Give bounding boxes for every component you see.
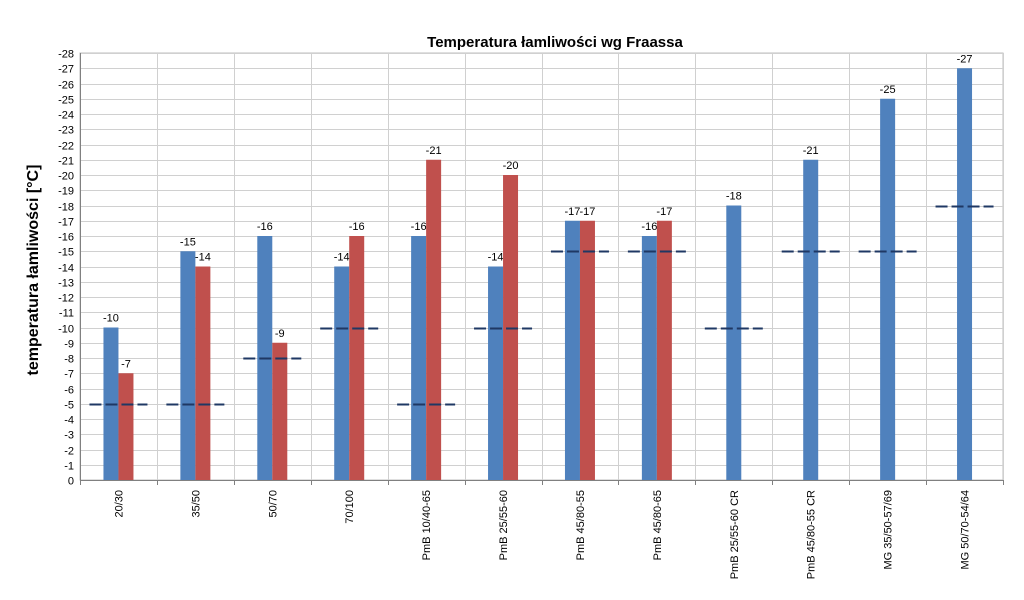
y-tick-label: -26 bbox=[58, 80, 74, 92]
bar-series-2 bbox=[656, 220, 672, 480]
data-label: -27 bbox=[957, 53, 973, 65]
bar-series-1 bbox=[334, 266, 350, 480]
x-category-label: 35/50 bbox=[190, 490, 202, 518]
data-label: -17 bbox=[656, 206, 672, 218]
bar-series-1 bbox=[957, 68, 973, 480]
bar-series-1 bbox=[564, 220, 580, 480]
bar-series-2 bbox=[195, 266, 211, 480]
y-tick-label: -24 bbox=[58, 110, 74, 122]
y-tick-label: -27 bbox=[58, 64, 74, 76]
bar-series-1 bbox=[411, 236, 427, 480]
data-label: -16 bbox=[641, 221, 657, 233]
data-label: -21 bbox=[426, 145, 442, 157]
x-category-label: MG 50/70-54/64 bbox=[960, 490, 972, 570]
x-category-label: PmB 10/40-65 bbox=[421, 490, 433, 560]
y-tick-label: -9 bbox=[64, 339, 74, 351]
data-label: -7 bbox=[121, 358, 131, 370]
y-tick-label: -25 bbox=[58, 95, 74, 107]
y-tick-label: -8 bbox=[64, 354, 74, 366]
bar-series-2 bbox=[272, 342, 288, 480]
y-tick-label: -18 bbox=[58, 202, 74, 214]
x-category-label: PmB 45/80-55 bbox=[575, 490, 587, 560]
y-tick-label: 0 bbox=[68, 476, 74, 488]
x-category-label: 20/30 bbox=[113, 490, 125, 518]
data-label: -17 bbox=[565, 206, 581, 218]
y-tick-label: -21 bbox=[58, 156, 74, 168]
bar-series-1 bbox=[803, 159, 819, 480]
x-category-label: MG 35/50-57/69 bbox=[883, 490, 895, 570]
bar-series-1 bbox=[726, 205, 742, 480]
data-label: -14 bbox=[334, 252, 350, 264]
x-category-label: 50/70 bbox=[267, 490, 279, 518]
bar-series-1 bbox=[180, 251, 196, 480]
y-tick-label: -7 bbox=[64, 369, 74, 381]
y-tick-label: -13 bbox=[58, 278, 74, 290]
data-label: -9 bbox=[275, 328, 285, 340]
x-category-label: 70/100 bbox=[344, 490, 356, 524]
x-category-label: PmB 45/80-65 bbox=[652, 490, 664, 560]
data-label: -20 bbox=[503, 160, 519, 172]
data-label: -16 bbox=[349, 221, 365, 233]
y-tick-label: -14 bbox=[58, 263, 74, 275]
x-category-label: PmB 45/80-55 CR bbox=[806, 490, 818, 579]
data-label: -16 bbox=[411, 221, 427, 233]
data-label: -15 bbox=[180, 236, 196, 248]
y-tick-label: -6 bbox=[64, 385, 74, 397]
x-category-label: PmB 25/55-60 CR bbox=[729, 490, 741, 579]
data-label: -21 bbox=[803, 145, 819, 157]
data-label: -14 bbox=[488, 252, 504, 264]
data-label: -18 bbox=[726, 191, 742, 203]
bar-series-1 bbox=[488, 266, 504, 480]
y-tick-label: -12 bbox=[58, 293, 74, 305]
data-label: -16 bbox=[257, 221, 273, 233]
y-tick-label: -4 bbox=[64, 415, 74, 427]
data-label: -14 bbox=[195, 252, 211, 264]
bar-series-1 bbox=[641, 236, 657, 480]
y-tick-label: -28 bbox=[58, 49, 74, 61]
data-label: -25 bbox=[880, 84, 896, 96]
y-tick-label: -15 bbox=[58, 247, 74, 259]
y-tick-label: -19 bbox=[58, 186, 74, 198]
y-tick-label: -3 bbox=[64, 430, 74, 442]
y-tick-label: -20 bbox=[58, 171, 74, 183]
bar-series-2 bbox=[426, 159, 442, 480]
y-tick-label: -5 bbox=[64, 400, 74, 412]
bar-series-2 bbox=[118, 373, 134, 480]
y-tick-label: -1 bbox=[64, 461, 74, 473]
y-tick-label: -16 bbox=[58, 232, 74, 244]
chart-title: Temperatura łamliwości wg Fraassa bbox=[427, 34, 683, 51]
y-tick-label: -22 bbox=[58, 141, 74, 153]
data-label: -17 bbox=[580, 206, 596, 218]
y-tick-label: -23 bbox=[58, 125, 74, 137]
y-tick-label: -11 bbox=[59, 308, 74, 320]
x-category-label: PmB 25/55-60 bbox=[498, 490, 510, 560]
data-label: -10 bbox=[103, 313, 119, 325]
y-tick-label: -2 bbox=[64, 446, 74, 458]
y-tick-label: -10 bbox=[58, 324, 74, 336]
y-tick-label: -17 bbox=[58, 217, 74, 229]
bar-series-2 bbox=[349, 236, 365, 480]
plot-area bbox=[79, 52, 1004, 481]
bar-series-1 bbox=[880, 98, 896, 480]
bar-series-2 bbox=[579, 220, 595, 480]
